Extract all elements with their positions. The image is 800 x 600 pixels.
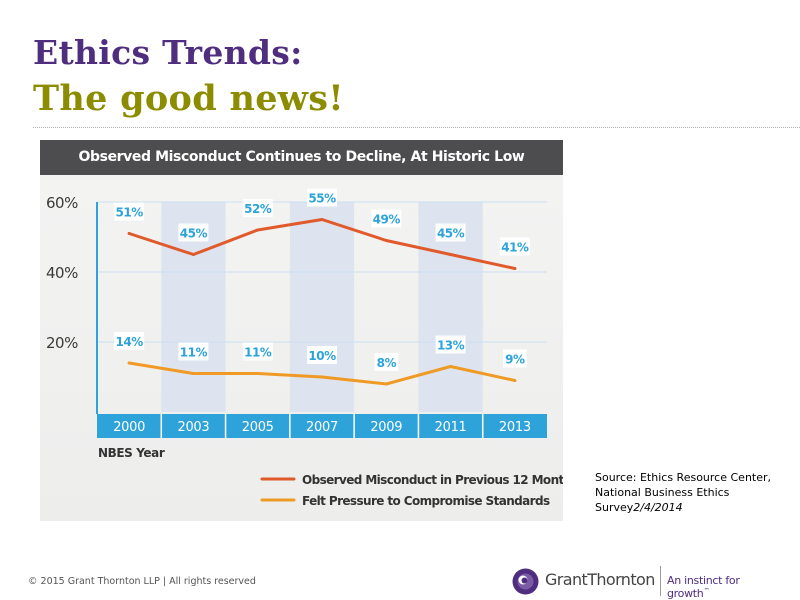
x-tick-label: 2005 <box>242 420 274 435</box>
slide-subtitle: The good news! <box>33 78 344 119</box>
data-label: 45% <box>437 227 465 241</box>
chart-panel: Observed Misconduct Continues to Decline… <box>40 140 563 521</box>
data-label-bg <box>371 209 402 228</box>
data-label: 8% <box>377 356 397 370</box>
data-point <box>513 267 517 270</box>
data-label-bg <box>242 199 273 217</box>
data-point <box>384 239 388 242</box>
data-label-bg <box>114 202 145 221</box>
data-label: 51% <box>116 206 144 220</box>
data-point <box>449 365 453 368</box>
chart-header-bar <box>40 140 563 175</box>
data-label-bg <box>178 342 209 361</box>
data-label: 41% <box>501 241 529 255</box>
legend-label: Felt Pressure to Compromise Standards <box>302 494 550 508</box>
x-tick-label: 2013 <box>499 420 531 435</box>
data-label-bg <box>307 346 337 364</box>
data-point <box>191 253 195 256</box>
legend-label: Observed Misconduct in Previous 12 Month… <box>302 473 563 487</box>
y-tick-label: 60% <box>46 194 78 212</box>
data-label-bg <box>374 353 399 371</box>
data-label: 14% <box>116 335 144 349</box>
copyright-footer: © 2015 Grant Thornton LLP | All rights r… <box>28 576 256 587</box>
y-tick-label: 40% <box>46 264 78 282</box>
data-label: 13% <box>437 339 465 353</box>
title-divider <box>33 127 800 128</box>
x-tick-label: 2007 <box>306 420 338 435</box>
x-axis-bar <box>97 414 547 438</box>
data-point <box>320 375 324 379</box>
trademark-mark: ™ <box>703 587 710 595</box>
source-date: 2/4/2014 <box>633 501 683 514</box>
y-tick-label: 20% <box>46 334 78 352</box>
data-point <box>384 382 388 386</box>
data-point <box>513 379 517 382</box>
data-label: 45% <box>180 227 208 241</box>
data-label: 52% <box>244 202 272 216</box>
data-label-bg <box>499 237 530 256</box>
data-label: 49% <box>373 213 401 227</box>
x-axis-title: NBES Year <box>98 446 165 460</box>
data-label: 11% <box>244 346 272 360</box>
brand-name: GrantThornton <box>545 570 655 589</box>
data-label-bg <box>307 188 337 207</box>
source-note: Source: Ethics Resource Center, National… <box>595 470 775 515</box>
data-point <box>449 253 453 256</box>
data-label: 55% <box>308 192 336 206</box>
data-point <box>127 232 131 235</box>
line-chart: 60% 40% 20% 2000 2003 2005 2007 2009 2011 2013 NBE… <box>46 188 563 508</box>
x-tick-label: 2009 <box>370 420 402 435</box>
data-point <box>256 228 260 232</box>
data-label: 10% <box>308 349 336 363</box>
x-tick-label: 2011 <box>435 420 467 435</box>
data-label-bg <box>435 335 466 354</box>
data-label-bg <box>502 349 527 368</box>
data-label-bg <box>435 223 466 242</box>
x-tick-label: 2000 <box>113 420 145 435</box>
brand-tagline: An instinct for growth™ <box>667 574 782 600</box>
slide-title: Ethics Trends: <box>33 33 303 72</box>
logo-separator <box>660 566 661 596</box>
grant-thornton-logo: GrantThornton An instinct for growth™ <box>512 566 782 600</box>
data-label-bg <box>242 342 273 361</box>
source-text: Source: Ethics Resource Center, National… <box>595 471 772 514</box>
data-point <box>191 372 195 375</box>
data-label-bg <box>114 332 145 350</box>
data-label-bg <box>178 223 209 242</box>
x-tick-label: 2003 <box>177 420 209 435</box>
data-point <box>127 361 131 365</box>
data-label: 9% <box>505 353 525 367</box>
chart-title: Observed Misconduct Continues to Decline… <box>78 149 525 165</box>
brand-tagline-text: An instinct for growth <box>667 574 740 600</box>
grant-thornton-mark-icon <box>512 568 539 595</box>
data-point <box>256 372 260 375</box>
data-label: 11% <box>180 346 208 360</box>
data-point <box>320 218 324 221</box>
